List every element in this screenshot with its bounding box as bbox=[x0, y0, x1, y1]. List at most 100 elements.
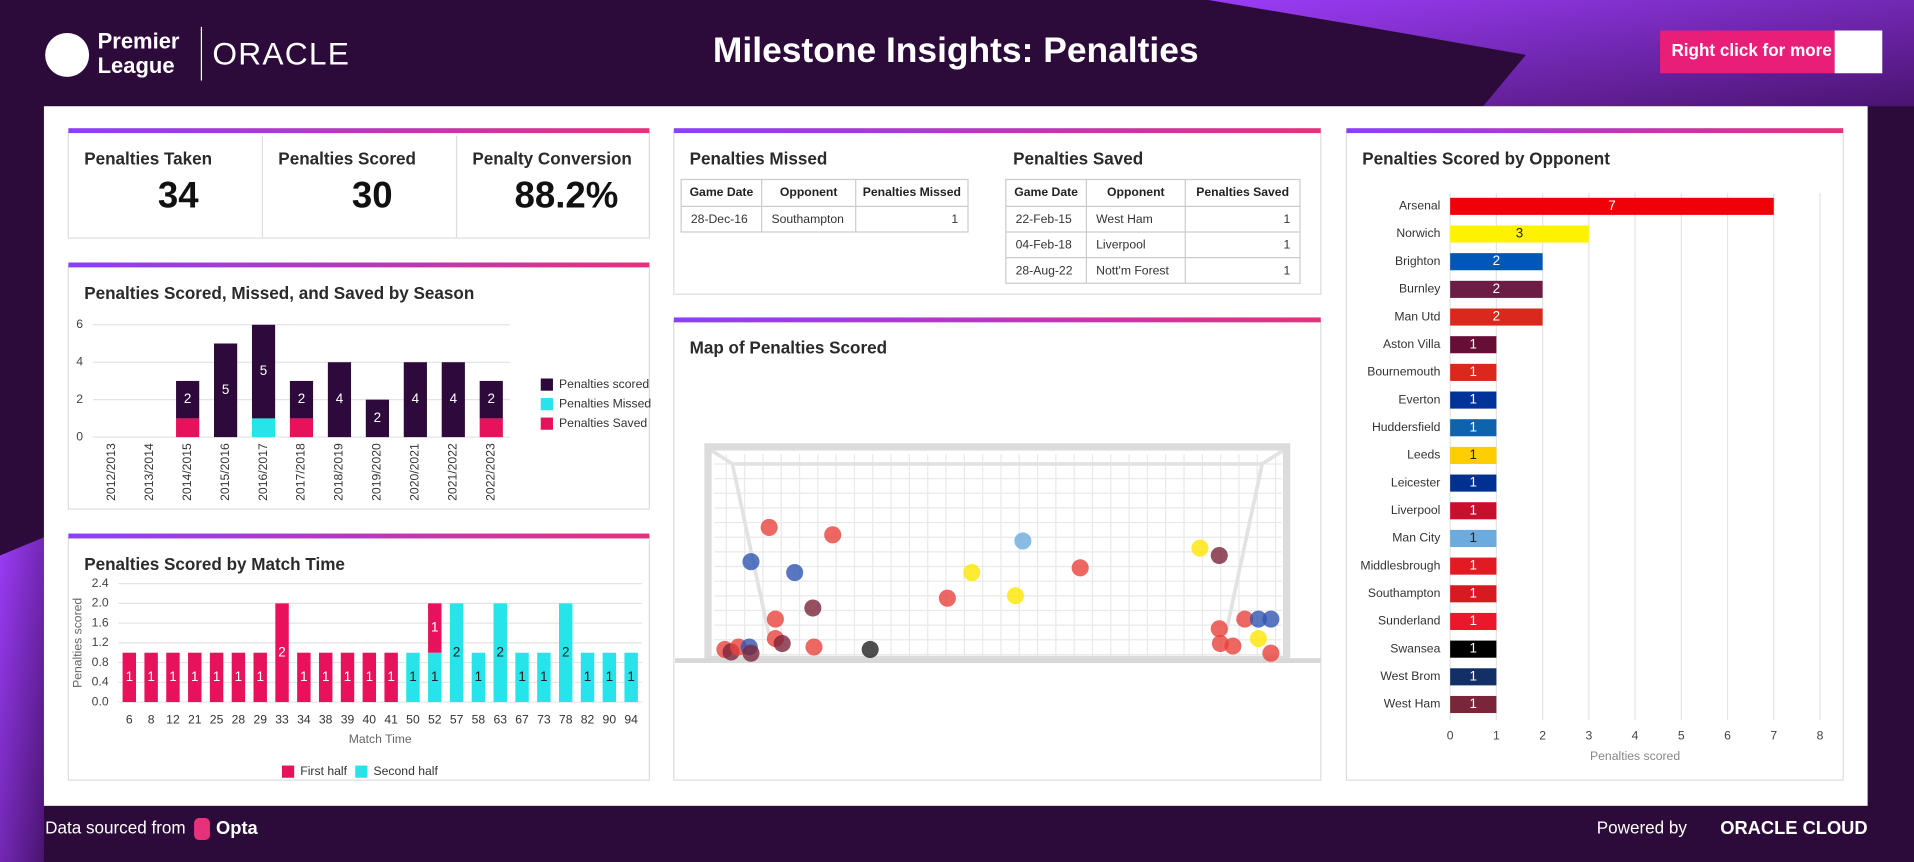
bar-segment bbox=[558, 603, 573, 703]
data-label: 2 bbox=[453, 644, 460, 659]
x-tick-label: 28 bbox=[232, 713, 246, 727]
x-tick-label: 2013/2014 bbox=[142, 443, 156, 501]
kpi-label: Penalties Scored bbox=[278, 149, 416, 168]
x-tick-label: 58 bbox=[472, 713, 486, 727]
table-cell: 1 bbox=[1283, 263, 1290, 277]
penalty-point bbox=[804, 599, 822, 617]
x-tick-label: 4 bbox=[1632, 728, 1639, 742]
bar-segment bbox=[231, 652, 246, 703]
penalty-point bbox=[1210, 546, 1228, 565]
y-tick-label: Liverpool bbox=[1391, 503, 1440, 517]
data-label: 1 bbox=[1470, 613, 1477, 628]
y-axis-label: Penalties scored bbox=[70, 598, 84, 688]
x-tick-label: 2014/2015 bbox=[180, 443, 194, 501]
brand-line: League bbox=[98, 53, 175, 78]
data-label: 1 bbox=[387, 669, 394, 684]
table-cell: West Ham bbox=[1096, 212, 1153, 226]
card-accent bbox=[673, 317, 1321, 323]
legend-label: Penalties Saved bbox=[559, 416, 647, 430]
data-label: 2 bbox=[298, 391, 305, 406]
bar-segment bbox=[428, 603, 442, 653]
chart-title: Penalties Scored by Match Time bbox=[84, 555, 345, 574]
data-label: 1 bbox=[126, 669, 133, 684]
chart-title: Penalties Scored, Missed, and Saved by S… bbox=[84, 284, 474, 303]
table-cell: 1 bbox=[1283, 238, 1290, 252]
penalty-point bbox=[1210, 620, 1228, 638]
data-label: 1 bbox=[300, 669, 307, 684]
bar bbox=[1450, 668, 1497, 686]
y-tick-label: 4 bbox=[76, 354, 83, 368]
penalty-point bbox=[1006, 587, 1025, 605]
penalty-point bbox=[1224, 637, 1242, 655]
data-label: 1 bbox=[1470, 392, 1477, 407]
card-accent bbox=[68, 533, 650, 539]
kpi-label: Penalty Conversion bbox=[472, 149, 631, 168]
legend-swatch bbox=[355, 765, 368, 778]
bar-segment bbox=[602, 652, 617, 703]
x-tick-label: 2017/2018 bbox=[294, 443, 308, 501]
x-tick-label: 2019/2020 bbox=[370, 443, 384, 501]
bar-segment bbox=[471, 652, 486, 703]
data-label: 1 bbox=[1470, 530, 1477, 545]
bar bbox=[1450, 446, 1497, 464]
data-label: 1 bbox=[431, 669, 438, 684]
button-bg[interactable] bbox=[1660, 30, 1835, 74]
goal-back bbox=[730, 463, 771, 636]
x-tick-label: 2015/2016 bbox=[218, 443, 232, 501]
chart-title: Penalties Scored by Opponent bbox=[1362, 149, 1610, 168]
goal-back bbox=[710, 448, 1284, 466]
x-tick-label: 63 bbox=[493, 713, 507, 727]
more-button[interactable]: Right click for more bbox=[1660, 30, 1883, 74]
x-tick-label: 8 bbox=[1817, 728, 1824, 742]
bar-segment bbox=[580, 652, 595, 703]
table-header: Game Date bbox=[1014, 185, 1078, 199]
table-cell: 1 bbox=[951, 212, 958, 226]
kpi-value: 88.2% bbox=[514, 174, 618, 215]
table-title: Penalties Saved bbox=[1013, 149, 1143, 168]
page-title: Milestone Insights: Penalties bbox=[713, 30, 1199, 70]
penalty-point bbox=[1249, 610, 1267, 628]
button-label[interactable]: Right click for more bbox=[1671, 41, 1831, 60]
y-tick-label: Everton bbox=[1398, 392, 1440, 406]
data-label: 1 bbox=[540, 669, 547, 684]
penalty-point bbox=[1249, 630, 1267, 648]
legend-swatch bbox=[281, 765, 295, 778]
card-accent bbox=[68, 262, 650, 268]
data-label: 1 bbox=[1470, 419, 1477, 434]
x-tick-label: 3 bbox=[1585, 728, 1592, 742]
y-tick-label: Aston Villa bbox=[1383, 337, 1441, 351]
bar bbox=[1450, 336, 1497, 354]
x-tick-label: 21 bbox=[188, 713, 202, 727]
data-label: 1 bbox=[431, 620, 438, 635]
bar bbox=[1450, 557, 1497, 575]
penalty-point bbox=[773, 634, 791, 653]
bar bbox=[1450, 474, 1497, 492]
data-label: 1 bbox=[1470, 336, 1477, 351]
y-tick-label: Sunderland bbox=[1378, 614, 1440, 628]
bar-segment bbox=[214, 343, 238, 438]
x-tick-label: 73 bbox=[537, 713, 551, 727]
penalty-point bbox=[766, 610, 784, 628]
button-end[interactable] bbox=[1834, 30, 1883, 74]
penalty-point bbox=[742, 644, 760, 662]
data-label: 4 bbox=[336, 391, 344, 406]
x-tick-label: 29 bbox=[253, 713, 267, 727]
y-tick-label: 6 bbox=[76, 317, 83, 331]
bg-accent bbox=[1208, 0, 1914, 107]
penalty-point bbox=[938, 589, 956, 607]
y-tick-label: Leeds bbox=[1407, 448, 1440, 462]
bar-segment bbox=[166, 652, 180, 703]
data-label: 1 bbox=[1470, 641, 1477, 656]
table-header: Penalties Saved bbox=[1196, 185, 1289, 199]
card-accent bbox=[68, 128, 650, 134]
bar-segment bbox=[403, 362, 427, 438]
data-label: 1 bbox=[256, 669, 263, 684]
penalty-point bbox=[963, 564, 981, 582]
data-label: 1 bbox=[1470, 447, 1477, 462]
data-label: 4 bbox=[412, 391, 420, 406]
bar-segment bbox=[449, 603, 464, 703]
bar bbox=[1450, 391, 1497, 409]
bar bbox=[1450, 225, 1589, 243]
x-tick-label: 7 bbox=[1770, 728, 1777, 742]
data-label: 1 bbox=[1470, 364, 1477, 379]
